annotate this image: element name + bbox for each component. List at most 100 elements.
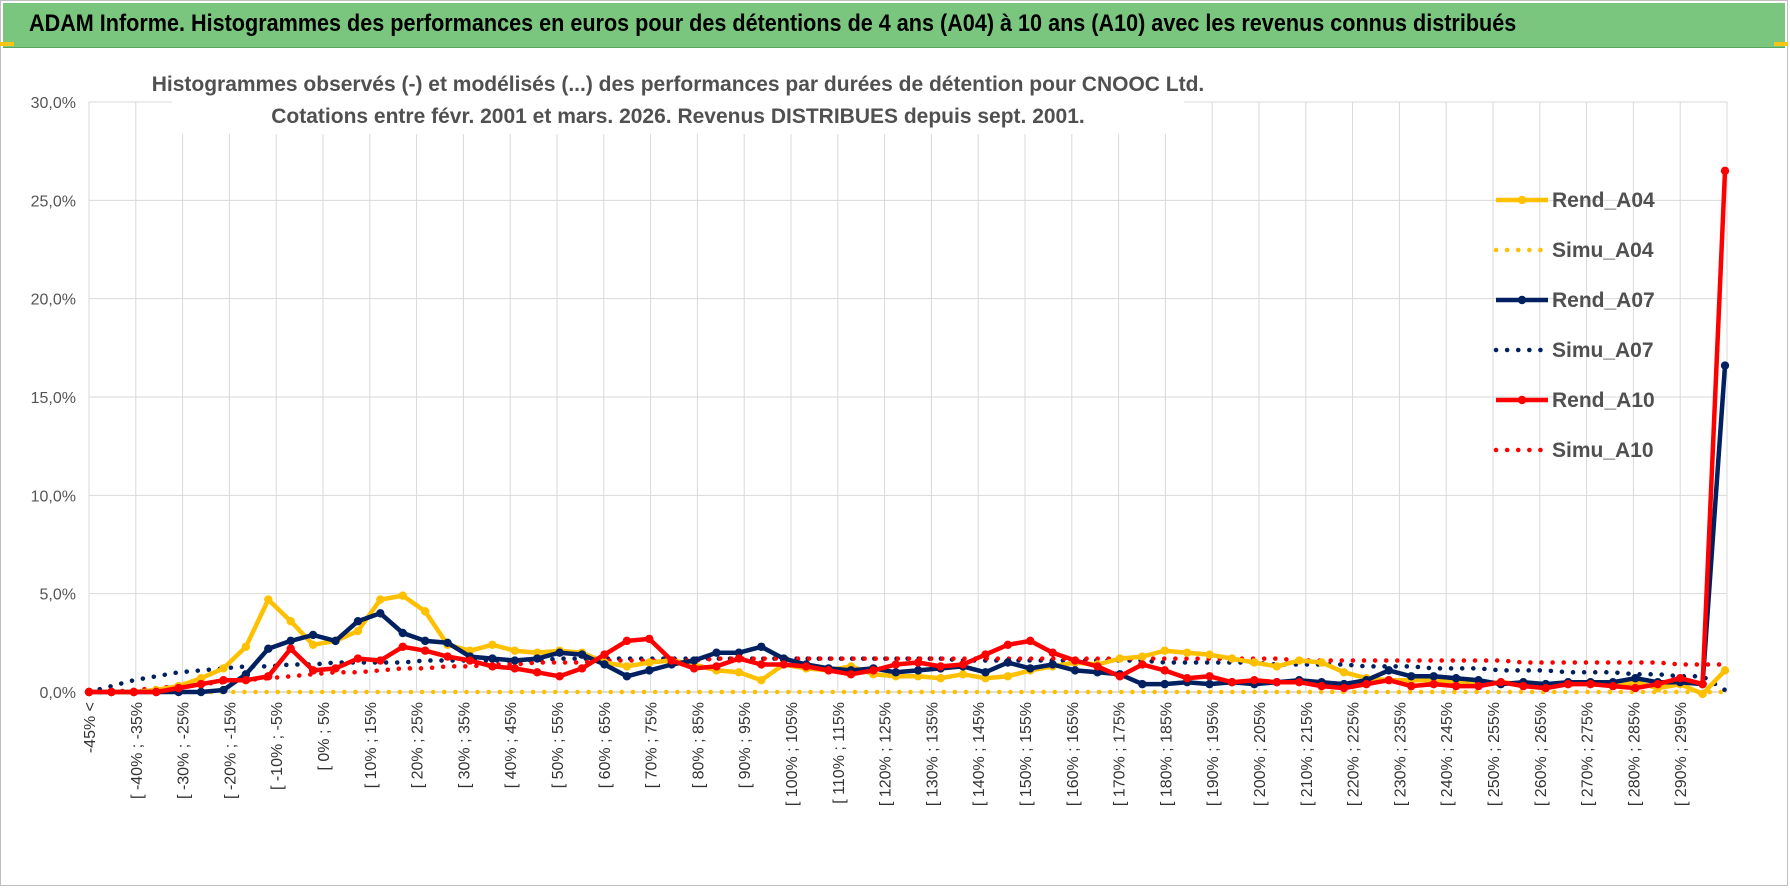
data-point-Rend_A10 (846, 670, 856, 679)
data-point-Rend_A04 (645, 658, 654, 667)
data-point-Rend_A10 (1115, 672, 1125, 681)
y-tick-label: 20,0% (31, 292, 76, 309)
data-point-Rend_A10 (1339, 683, 1349, 693)
data-point-Rend_A10 (152, 687, 161, 697)
data-point-Rend_A10 (779, 660, 788, 669)
data-point-Rend_A07 (555, 648, 564, 657)
data-point-Rend_A07 (510, 656, 520, 665)
corner-mark-left (0, 42, 14, 46)
data-point-Rend_A10 (1182, 674, 1192, 683)
series-layer (84, 166, 1730, 699)
data-point-Rend_A07 (891, 668, 900, 677)
data-point-Rend_A10 (1250, 676, 1259, 685)
data-point-Rend_A07 (577, 650, 587, 659)
legend-label-Simu_A04: Simu_A04 (1552, 239, 1654, 262)
data-point-Rend_A04 (734, 668, 744, 677)
data-point-Rend_A07 (600, 660, 609, 669)
data-point-Rend_A10 (219, 676, 228, 685)
x-tick-label: [ 150% ; 155% (1018, 702, 1035, 806)
data-point-Rend_A07 (1474, 676, 1483, 685)
x-tick-label: [ -20% ; -15% (222, 702, 239, 799)
x-tick-label: [ 40% ; 45% (503, 702, 520, 788)
data-point-Rend_A07 (398, 628, 407, 638)
x-tick-label: [ 240% ; 245% (1439, 702, 1456, 806)
data-point-Rend_A10 (196, 679, 206, 689)
data-point-Rend_A04 (936, 674, 945, 683)
data-point-Rend_A04 (757, 676, 766, 685)
data-point-Rend_A10 (331, 664, 340, 673)
data-point-Rend_A10 (1563, 679, 1573, 689)
data-point-Rend_A04 (1182, 648, 1192, 657)
data-point-Rend_A07 (443, 638, 452, 648)
data-point-Rend_A10 (555, 672, 564, 681)
title-banner: ADAM Informe. Histogrammes des performan… (3, 3, 1785, 48)
corner-mark-right (1774, 42, 1788, 46)
legend-label-Simu_A07: Simu_A07 (1552, 339, 1654, 362)
data-point-Rend_A07 (286, 636, 295, 646)
data-point-Rend_A10 (1160, 666, 1169, 675)
data-point-Rend_A04 (1272, 662, 1281, 671)
data-point-Rend_A10 (869, 666, 878, 675)
data-point-Rend_A10 (757, 660, 766, 669)
x-tick-label: [ 140% ; 145% (971, 702, 988, 806)
x-tick-label: [ -10% ; -5% (269, 702, 286, 790)
data-point-Rend_A10 (107, 687, 116, 697)
data-point-Rend_A04 (1698, 689, 1707, 699)
data-point-Rend_A10 (1093, 662, 1102, 671)
data-point-Rend_A07 (1138, 679, 1147, 689)
x-tick-label: -45% < (82, 702, 99, 753)
x-tick-label: [ 30% ; 35% (456, 702, 473, 788)
x-tick-label: [ 130% ; 135% (924, 702, 941, 806)
data-point-Rend_A07 (689, 656, 699, 665)
data-point-Rend_A04 (1227, 654, 1237, 663)
data-point-Rend_A04 (264, 595, 273, 604)
x-tick-label: [ 220% ; 225% (1346, 702, 1363, 806)
data-point-Rend_A10 (1631, 683, 1640, 693)
data-point-Rend_A04 (1720, 666, 1730, 675)
data-point-Rend_A04 (958, 670, 968, 679)
y-tick-label: 10,0% (31, 488, 76, 505)
data-point-Rend_A07 (308, 630, 318, 640)
data-point-Rend_A10 (712, 662, 721, 671)
data-point-Rend_A07 (219, 685, 228, 695)
data-point-Rend_A07 (1160, 679, 1169, 689)
data-point-Rend_A04 (622, 662, 632, 671)
data-point-Rend_A10 (1272, 677, 1281, 687)
data-point-Rend_A10 (936, 662, 945, 671)
data-point-Rend_A04 (376, 595, 385, 604)
x-tick-label: [ -30% ; -25% (176, 702, 193, 799)
data-point-Rend_A10 (1653, 679, 1662, 689)
data-point-Rend_A10 (533, 668, 542, 677)
x-tick-label: [ 60% ; 65% (597, 702, 614, 788)
data-point-Rend_A10 (1586, 679, 1595, 689)
y-axis: 0,0% 5,0% 10,0% 15,0% 20,0% 25,0% 30,0% (31, 95, 76, 702)
data-point-Rend_A07 (1003, 658, 1013, 667)
data-point-Rend_A10 (1227, 677, 1237, 687)
data-point-Rend_A10 (1138, 660, 1147, 669)
data-point-Rend_A04 (420, 607, 430, 616)
data-point-Rend_A04 (1003, 672, 1013, 681)
data-point-Rend_A10 (1608, 681, 1618, 691)
data-point-Rend_A07 (331, 636, 340, 646)
data-point-Rend_A07 (1070, 666, 1080, 675)
data-point-Rend_A10 (1519, 681, 1528, 691)
x-tick-label: [ 190% ; 195% (1205, 702, 1222, 806)
x-tick-label: [ 250% ; 255% (1486, 702, 1503, 806)
data-point-Rend_A04 (1250, 658, 1259, 667)
data-point-Rend_A07 (712, 648, 721, 657)
y-tick-label: 15,0% (31, 390, 76, 407)
data-point-Rend_A10 (1474, 681, 1483, 691)
data-point-Rend_A07 (914, 666, 923, 675)
data-point-Rend_A07 (1451, 674, 1461, 683)
data-point-Rend_A10 (1294, 677, 1304, 687)
legend-label-Rend_A07: Rend_A07 (1552, 289, 1655, 312)
data-point-Rend_A07 (1048, 660, 1057, 669)
data-point-Rend_A10 (443, 652, 452, 661)
x-tick-label: [ 70% ; 75% (644, 702, 661, 788)
data-point-Rend_A07 (622, 672, 632, 681)
data-point-Rend_A10 (1003, 640, 1013, 649)
x-tick-label: [ 110% ; 115% (831, 702, 848, 804)
data-point-Rend_A07 (1720, 361, 1730, 370)
x-tick-label: [ 0% ; 5% (316, 702, 333, 770)
data-point-Rend_A07 (757, 642, 766, 651)
